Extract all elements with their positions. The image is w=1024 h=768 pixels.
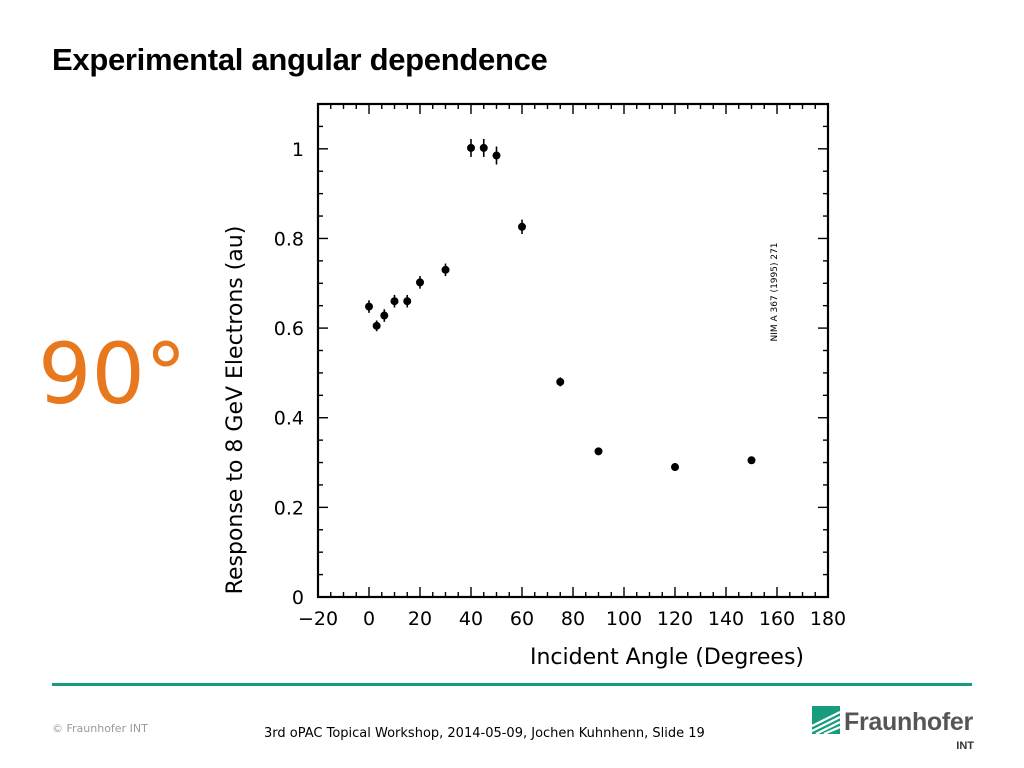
point-marker [380, 311, 389, 320]
x-tick-label: 0 [363, 608, 375, 630]
angle-label: 90° [38, 325, 187, 423]
y-tick-label: 1 [292, 139, 304, 161]
x-tick-label: 180 [810, 608, 846, 630]
y-tick-label: 0.2 [274, 497, 304, 519]
footer-text: 3rd oPAC Topical Workshop, 2014-05-09, J… [264, 726, 705, 741]
data-point [556, 377, 565, 387]
data-point [594, 447, 603, 456]
x-axis-label: Incident Angle (Degrees) [530, 645, 804, 670]
x-tick-label: 40 [459, 608, 483, 630]
data-point [492, 146, 501, 165]
point-marker [556, 377, 565, 386]
point-marker [671, 463, 679, 472]
logo-wordmark: Fraunhofer [844, 708, 973, 736]
point-marker [492, 151, 501, 160]
point-marker [594, 447, 603, 456]
x-tick-label: 80 [561, 608, 585, 630]
fraunhofer-logo: Fraunhofer INT [812, 706, 980, 752]
x-tick-label: 120 [657, 608, 693, 630]
x-tick-label: −20 [298, 608, 338, 630]
x-tick-label: 60 [510, 608, 534, 630]
y-tick-label: 0.4 [274, 408, 304, 430]
y-tick-label: 0 [292, 587, 304, 609]
point-marker [416, 278, 424, 287]
x-tick-label: 160 [759, 608, 795, 630]
y-tick-label: 0.6 [274, 318, 304, 340]
point-marker [747, 456, 756, 465]
point-marker [372, 321, 381, 330]
data-point [441, 263, 450, 277]
y-axis-label: Response to 8 GeV Electrons (au) [223, 226, 248, 595]
copyright: © Fraunhofer INT [52, 722, 148, 735]
point-marker [403, 297, 412, 306]
point-marker [390, 297, 399, 306]
data-point [747, 456, 756, 465]
point-marker [467, 143, 475, 152]
footer-divider [52, 683, 972, 686]
plot-frame [316, 102, 830, 599]
y-tick-label: 0.8 [274, 228, 304, 250]
data-point [518, 219, 526, 234]
data-point [671, 463, 679, 472]
data-point [403, 294, 412, 308]
data-point [372, 320, 381, 332]
data-point [380, 309, 389, 322]
point-marker [479, 143, 488, 152]
data-point [416, 276, 424, 289]
data-point [365, 300, 373, 313]
angular-response-chart: −20 0 20 40 60 80 100 120 140 160 18000.20.40.60.8… [223, 102, 846, 670]
x-tick-label: 140 [708, 608, 744, 630]
x-tick-label: 20 [408, 608, 432, 630]
slide-title: Experimental angular dependence [52, 42, 548, 77]
logo-subtitle: INT [956, 740, 974, 752]
data-point [467, 138, 475, 157]
data-point [479, 138, 488, 157]
point-marker [441, 265, 450, 274]
data-point [390, 294, 399, 308]
x-tick-label: 100 [606, 608, 642, 630]
citation-annotation: NIM A 367 (1995) 271 [770, 242, 780, 341]
point-marker [518, 222, 526, 231]
point-marker [365, 302, 373, 311]
fraunhofer-logo-mark-icon [812, 706, 840, 734]
